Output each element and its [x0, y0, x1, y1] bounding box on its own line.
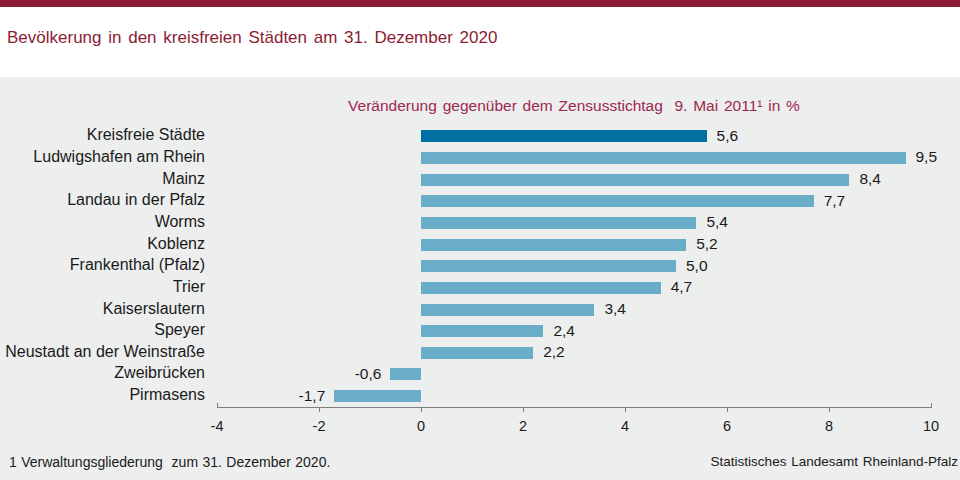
category-label: Kreisfreie Städte	[0, 126, 205, 144]
bar	[421, 304, 594, 316]
page-title: Bevölkerung in den kreisfreien Städten a…	[7, 28, 497, 48]
axis-endcap	[931, 403, 932, 407]
bar	[421, 195, 814, 207]
category-label: Koblenz	[0, 235, 205, 253]
axis-tick-label: 6	[707, 418, 747, 434]
value-label: 8,4	[859, 170, 881, 188]
source-credit: Statistisches Landesamt Rheinland-Pfalz	[711, 454, 958, 469]
category-label: Zweibrücken	[0, 364, 205, 382]
axis-tick	[421, 408, 422, 412]
chart-area: Veränderung gegenüber dem Zensusstichtag…	[0, 77, 960, 480]
bar	[421, 239, 686, 251]
category-label: Worms	[0, 213, 205, 231]
chart-title: Veränderung gegenüber dem Zensusstichtag…	[217, 97, 931, 115]
value-label: 5,0	[686, 257, 708, 275]
axis-tick	[625, 408, 626, 412]
bar	[421, 152, 906, 164]
value-label: 7,7	[824, 192, 846, 210]
bar	[421, 217, 696, 229]
category-label: Frankenthal (Pfalz)	[0, 256, 205, 274]
x-axis	[217, 407, 932, 408]
value-label: 9,5	[916, 148, 938, 166]
category-label: Landau in der Pfalz	[0, 191, 205, 209]
bar	[390, 368, 421, 380]
value-label: -1,7	[235, 387, 325, 405]
value-label: 5,6	[717, 127, 739, 145]
bar	[421, 325, 543, 337]
axis-tick-label: -4	[197, 418, 237, 434]
value-label: 5,2	[696, 235, 718, 253]
axis-tick-label: 2	[503, 418, 543, 434]
value-label: 2,2	[543, 343, 565, 361]
bar	[421, 282, 661, 294]
axis-tick	[829, 408, 830, 412]
axis-tick-label: -2	[299, 418, 339, 434]
footnote: 1 Verwaltungsgliederung zum 31. Dezember…	[9, 454, 330, 470]
value-label: -0,6	[291, 365, 381, 383]
header-accent-bar	[0, 0, 960, 7]
bar	[421, 347, 533, 359]
page: Bevölkerung in den kreisfreien Städten a…	[0, 0, 960, 480]
value-label: 2,4	[553, 322, 575, 340]
bar	[334, 390, 421, 402]
value-label: 5,4	[706, 213, 728, 231]
category-label: Kaiserslautern	[0, 300, 205, 318]
axis-tick-label: 8	[809, 418, 849, 434]
category-label: Neustadt an der Weinstraße	[0, 343, 205, 361]
axis-tick	[727, 408, 728, 412]
axis-tick-label: 10	[911, 418, 951, 434]
category-label: Pirmasens	[0, 386, 205, 404]
value-label: 4,7	[671, 278, 693, 296]
bar	[421, 174, 849, 186]
bar	[421, 260, 676, 272]
category-label: Ludwigshafen am Rhein	[0, 148, 205, 166]
category-label: Trier	[0, 278, 205, 296]
category-label: Speyer	[0, 321, 205, 339]
axis-tick	[523, 408, 524, 412]
axis-endcap	[217, 403, 218, 407]
axis-tick	[319, 408, 320, 412]
axis-tick-label: 4	[605, 418, 645, 434]
category-label: Mainz	[0, 170, 205, 188]
bar	[421, 130, 707, 142]
axis-tick-label: 0	[401, 418, 441, 434]
value-label: 3,4	[604, 300, 626, 318]
